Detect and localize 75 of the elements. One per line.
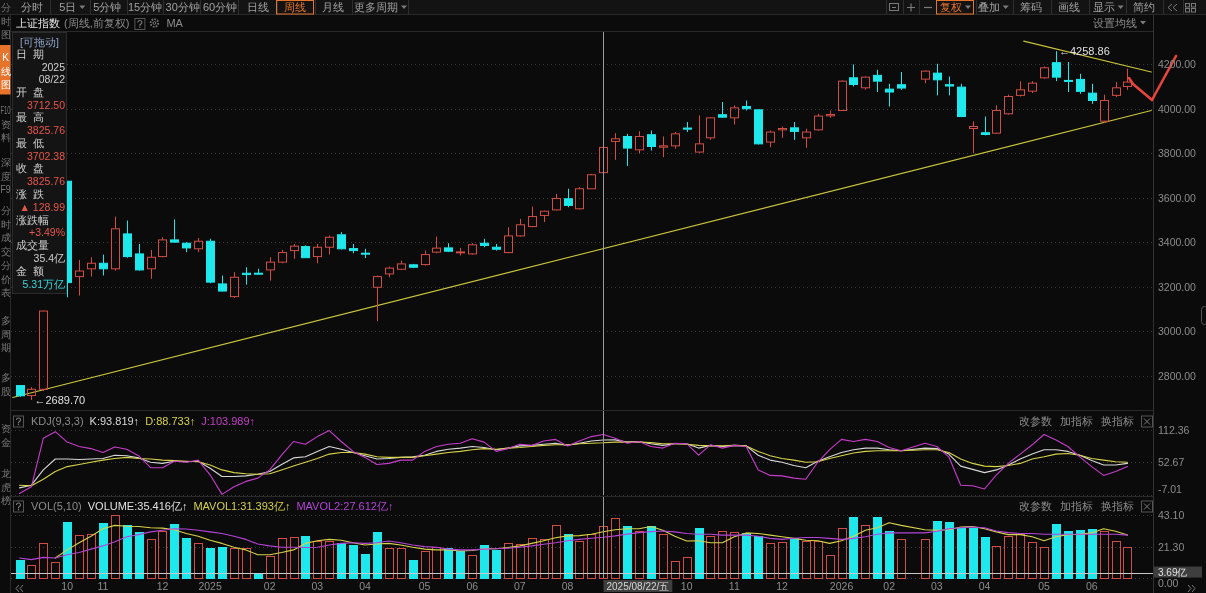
x-tick-label: 08 xyxy=(561,580,574,592)
x-tick-label: 03 xyxy=(311,580,324,592)
y-tick-label: 112.36 xyxy=(1158,423,1190,436)
chart-subtitle: (周线,前复权) xyxy=(64,17,130,29)
annotation: 涨跌幅 xyxy=(16,214,49,226)
legend: K:93.819↑ D:88.733↑ J:103.989↑ xyxy=(89,414,256,427)
x-tick-label: 03 xyxy=(931,580,943,592)
annotation: 08/22 xyxy=(38,73,66,85)
annotation: 3702.38 xyxy=(27,150,66,162)
x-tick-label: 07 xyxy=(514,580,526,592)
x-tick-label: 2026 xyxy=(829,580,854,592)
x-tick-label: 02 xyxy=(263,580,276,592)
x-tick-label: 05 xyxy=(418,580,431,592)
annotation: 2025 xyxy=(41,61,66,73)
annotation: ←4258.86 xyxy=(1058,45,1110,58)
annotation: 收盘 xyxy=(16,162,50,174)
y-tick-label: 2800.00 xyxy=(1158,369,1197,382)
annotation: 3712.50 xyxy=(27,99,66,111)
annotation: 开盘 xyxy=(16,86,50,98)
annotation: 金额 xyxy=(16,265,50,277)
x-tick-label: 12 xyxy=(156,580,169,592)
text: 设置均线 xyxy=(1093,17,1137,29)
annotation: 最高 xyxy=(16,111,50,123)
x-tick-label: 02 xyxy=(883,580,896,592)
y-tick-label: 52.67 xyxy=(1158,456,1185,469)
annotation: VOLUME:35.416亿↑ xyxy=(87,499,188,512)
x-tick-label: 04 xyxy=(978,580,991,592)
y-tick-label: 21.30 xyxy=(1158,540,1185,553)
annotation: 2025/08/22/五 xyxy=(606,581,670,592)
annotation: 换指标 xyxy=(1101,499,1134,512)
x-tick-label: 12 xyxy=(776,580,788,592)
annotation: 3825.76 xyxy=(27,175,66,187)
x-tick-label: 2025 xyxy=(198,580,222,592)
annotation: 35.4亿 xyxy=(33,252,65,264)
y-tick-label: 0.00 xyxy=(1158,576,1179,589)
legend: MAVOL1:31.393亿↑ MAVOL2:27.612亿↑ xyxy=(193,499,394,512)
y-tick-label: 3000.00 xyxy=(1158,325,1197,338)
y-tick-label: 43.10 xyxy=(1158,508,1185,521)
annotation: ←2689.70 xyxy=(34,394,86,407)
annotation: 改参数 xyxy=(1019,499,1052,512)
y-tick-label: 3600.00 xyxy=(1158,191,1197,204)
x-tick-label: 06 xyxy=(1085,580,1098,592)
annotation: 5.31万亿 xyxy=(22,278,65,290)
annotation: 加指标 xyxy=(1060,414,1093,427)
annotation: ▲ 128.99 xyxy=(19,201,66,213)
chart-title: 上证指数 xyxy=(16,17,60,29)
x-tick-label: 10 xyxy=(61,580,74,592)
annotation: 加指标 xyxy=(1060,499,1093,512)
annotation: 最低 xyxy=(16,137,50,149)
annotation: 3825.76 xyxy=(27,124,66,136)
chart-title: VOL(5,10) xyxy=(31,499,82,512)
y-tick-label: 3200.00 xyxy=(1158,280,1197,293)
annotation: 深度F9 xyxy=(0,157,13,195)
toolbar-right: 复权 叠加 筹码 画线 显示 简约 xyxy=(886,0,1196,15)
x-tick-label: 11 xyxy=(728,580,740,592)
toolbar-left: 分时 5日 5分钟 15分钟 30分钟 60分钟 日线 周线 月线 更多周期 xyxy=(20,0,409,15)
text: MA xyxy=(166,17,184,29)
y-tick-label: 3800.00 xyxy=(1158,147,1197,160)
chart-title: KDJ(9,3,3) xyxy=(31,414,84,427)
x-tick-label: 10 xyxy=(680,580,693,592)
annotation: 成交量 xyxy=(16,239,49,251)
x-tick-label: 05 xyxy=(1038,580,1051,592)
annotation: 改参数 xyxy=(1019,414,1052,427)
annotation: 涨跌 xyxy=(16,188,50,200)
annotation: 日期 xyxy=(16,48,50,60)
y-tick-label: -7.01 xyxy=(1158,483,1183,495)
annotation: [可拖动] xyxy=(20,36,59,48)
annotation: 换指标 xyxy=(1101,414,1134,427)
y-tick-label: 4000.00 xyxy=(1158,102,1197,115)
annotation: +3.49% xyxy=(29,226,65,238)
x-tick-label: 06 xyxy=(466,580,479,592)
x-tick-label: 11 xyxy=(97,580,109,592)
x-tick-label: 04 xyxy=(359,580,371,592)
annotation: 3.69亿 xyxy=(1158,567,1188,579)
y-tick-label: 3400.00 xyxy=(1158,236,1197,249)
